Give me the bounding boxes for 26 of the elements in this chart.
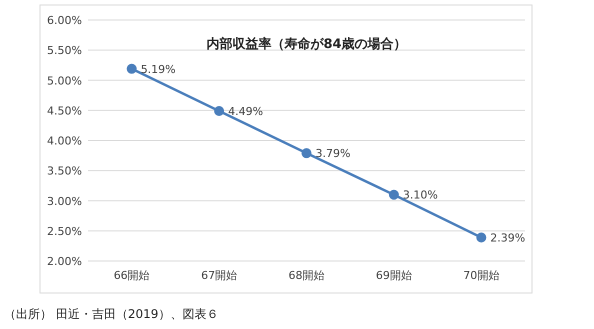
y-tick-label: 4.00% <box>47 134 82 148</box>
x-tick-label: 66開始 <box>114 269 150 282</box>
y-tick-label: 2.00% <box>47 255 82 268</box>
point <box>302 148 312 158</box>
y-tick-label: 3.00% <box>47 194 82 208</box>
data-label: 4.49% <box>228 104 264 118</box>
y-tick-label: 2.50% <box>47 224 82 238</box>
y-tick-label: 4.50% <box>47 104 82 118</box>
y-tick-label: 3.50% <box>47 164 82 178</box>
y-tick-label: 6.00% <box>47 14 82 27</box>
x-tick-label: 69開始 <box>376 269 412 282</box>
text: （出所） 田近・吉田（2019）、図表６ <box>4 307 218 321</box>
point <box>476 232 486 243</box>
x-tick-label: 68開始 <box>288 269 324 282</box>
data-label: 2.39% <box>490 232 526 245</box>
data-label: 3.10% <box>402 188 438 202</box>
text: 内部収益率（寿命が84歳の場合） <box>206 36 407 52</box>
y-tick-label: 5.50% <box>47 44 82 58</box>
point <box>388 190 399 200</box>
data-label: 5.19% <box>140 62 176 76</box>
x-tick-label: 70開始 <box>463 269 500 282</box>
x-tick-label: 67開始 <box>201 269 238 282</box>
point <box>214 106 224 116</box>
y-tick-label: 5.00% <box>47 74 82 88</box>
point <box>126 64 137 74</box>
data-label: 3.79% <box>316 147 350 160</box>
